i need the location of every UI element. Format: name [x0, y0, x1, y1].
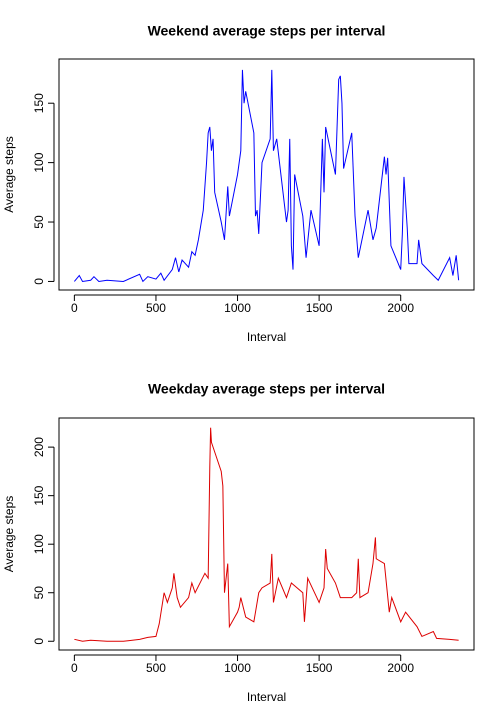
x-tick-label: 1500	[306, 301, 333, 315]
x-tick-label: 0	[71, 301, 78, 315]
x-tick-label: 2000	[387, 301, 414, 315]
x-tick-label: 500	[146, 301, 166, 315]
x-tick-label: 1000	[224, 301, 251, 315]
y-tick-label: 50	[32, 215, 46, 229]
x-tick-label: 1000	[224, 661, 251, 675]
chart-title: Weekday average steps per interval	[148, 381, 385, 397]
plot-box	[58, 417, 475, 651]
y-tick-label: 0	[32, 278, 46, 285]
y-tick-label: 100	[32, 534, 46, 554]
data-line	[74, 427, 459, 642]
y-tick-label: 50	[32, 586, 46, 600]
y-tick-label: 100	[32, 152, 46, 172]
chart-title: Weekend average steps per interval	[148, 23, 386, 39]
y-tick-label: 150	[32, 485, 46, 505]
x-axis-label: Interval	[247, 330, 286, 344]
x-tick-label: 2000	[387, 661, 414, 675]
y-tick-label: 150	[32, 93, 46, 113]
y-axis-label: Average steps	[2, 496, 16, 573]
y-tick-label: 0	[32, 638, 46, 645]
data-line	[73, 69, 460, 283]
y-axis-label: Average steps	[2, 136, 16, 213]
x-axis-label: Interval	[247, 690, 286, 704]
x-tick-label: 1500	[306, 661, 333, 675]
x-tick-label: 500	[146, 661, 166, 675]
plot-box	[58, 58, 475, 291]
x-tick-label: 0	[71, 661, 78, 675]
y-tick-label: 200	[32, 437, 46, 457]
